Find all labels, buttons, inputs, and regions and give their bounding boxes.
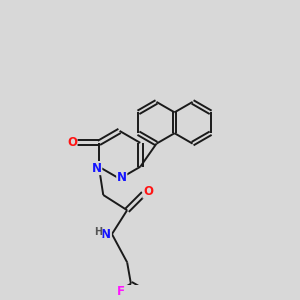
Text: N: N — [117, 171, 127, 184]
Text: O: O — [67, 136, 77, 149]
Text: H: H — [94, 227, 102, 237]
Text: F: F — [117, 286, 125, 298]
Text: O: O — [143, 185, 153, 198]
Text: N: N — [92, 162, 102, 175]
Text: N: N — [101, 228, 111, 241]
